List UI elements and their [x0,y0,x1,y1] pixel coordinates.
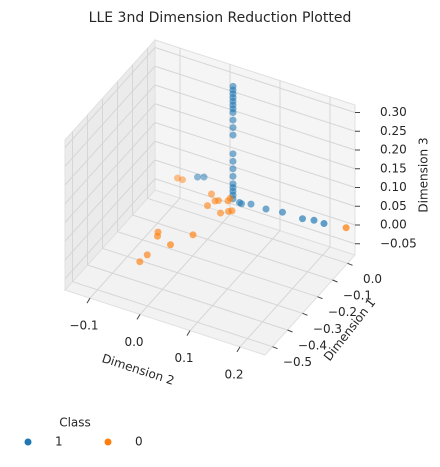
grid-line [64,122,156,223]
data-point [247,200,255,208]
data-point [194,173,201,181]
tick-mark [317,296,323,300]
data-point [224,197,232,205]
grid-line [189,230,281,331]
y-tick-label: −0.5 [283,355,312,369]
grid-line [64,84,156,186]
tick-mark [186,330,191,336]
data-point [167,241,174,249]
legend-label: 0 [135,435,143,449]
data-point [342,224,350,232]
data-point [200,173,208,181]
grid-line [64,103,156,205]
data-point [215,197,222,205]
data-point [229,172,237,180]
grid-line [64,65,156,167]
grid-line [139,214,231,315]
grid-line [154,140,356,207]
tick-mark [347,262,353,266]
data-point [279,208,286,216]
y-tick-label: −0.1 [343,289,372,303]
data-point [310,216,318,224]
data-point [204,202,211,210]
data-point [229,116,237,124]
data-point [238,200,245,208]
legend-label: 1 [55,435,63,449]
grid-line [239,246,331,348]
z-tick-label: 0.05 [380,199,407,213]
grid-line [64,178,156,280]
data-point [229,109,237,117]
data-point [217,209,224,217]
data-point [229,157,237,165]
grid-line [154,84,356,151]
data-point [154,232,161,240]
tick-mark [302,312,308,316]
grid-line [64,159,156,261]
data-point [320,220,328,228]
data-point [229,165,237,173]
y-tick-label: −0.4 [298,339,327,353]
back-pane [154,39,356,256]
data-point [136,258,144,266]
data-point [229,131,237,139]
tick-mark [136,314,141,320]
legend-title: Class [59,416,91,430]
data-point [189,231,197,239]
z-tick-label: 0.10 [380,180,407,194]
x-tick-label: −0.1 [69,319,98,333]
data-point [143,251,151,259]
data-point [208,190,215,198]
grid-line [64,47,156,148]
tick-mark [86,297,91,304]
data-point [299,215,306,223]
legend-marker [104,438,112,446]
tick-mark [272,346,278,350]
x-axis-label: Dimension 2 [100,351,176,388]
z-axis-label: Dimension 3 [417,137,431,212]
y-tick-label: −0.2 [328,305,357,319]
tick-mark [332,279,338,283]
x-tick-label: 0.1 [174,351,193,365]
data-point [174,174,181,182]
grid-line [64,140,156,242]
chart-title: LLE 3nd Dimension Reduction Plotted [89,10,352,26]
z-tick-label: −0.05 [380,236,417,250]
grid-line [72,281,273,348]
data-point [229,150,237,158]
x-tick-label: 0.0 [124,335,143,349]
data-point [179,176,186,184]
tick-mark [287,329,293,333]
z-tick-label: 0.00 [380,218,407,232]
z-tick-label: 0.15 [380,161,407,175]
grid-line [154,178,356,245]
grid-line [89,197,181,299]
grid-line [154,122,356,188]
grid-line [87,264,288,331]
data-point [229,124,237,132]
grid-line [147,197,348,264]
data-point [262,205,270,213]
grid-line [154,103,356,170]
z-tick-label: 0.20 [380,143,407,157]
legend-marker [24,438,32,446]
y-tick-label: 0.0 [363,272,382,286]
grid-line [132,214,333,281]
z-tick-label: 0.25 [380,124,407,138]
x-tick-label: 0.2 [224,367,243,381]
y-tick-label: −0.3 [313,322,342,336]
tick-mark [236,346,241,353]
grid-line [117,231,318,298]
z-tick-label: 0.30 [380,105,407,119]
grid-line [154,159,356,226]
grid-line [154,65,356,132]
data-point [225,207,232,215]
grid-line [154,47,356,113]
grid-line [102,247,303,314]
